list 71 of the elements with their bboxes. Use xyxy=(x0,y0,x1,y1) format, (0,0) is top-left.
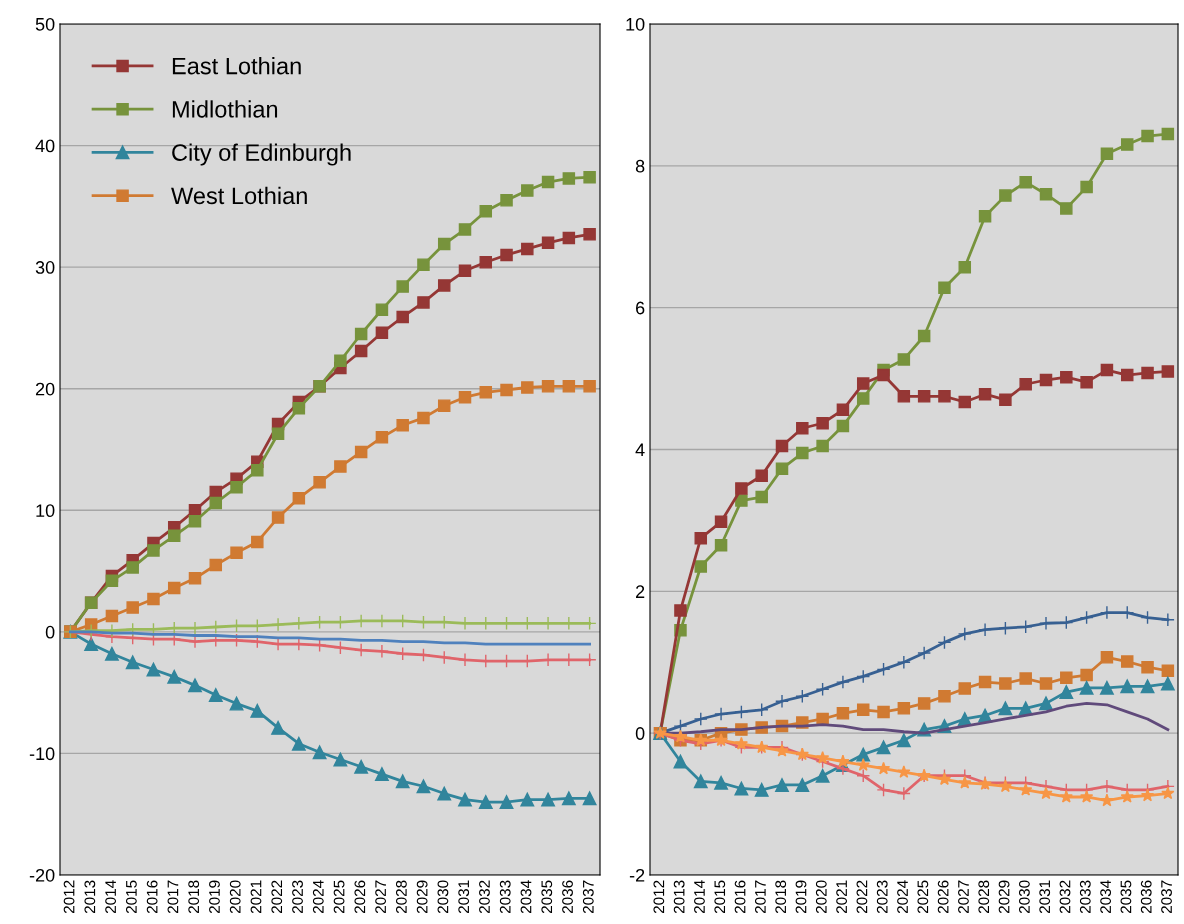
x-tick-label: 2019 xyxy=(209,880,220,914)
x-tick-label: 2012 xyxy=(63,880,75,914)
x-tick-label: 2021 xyxy=(836,880,848,914)
x-tick-label: 2034 xyxy=(1100,880,1112,914)
x-tick-label: 2018 xyxy=(188,880,200,914)
x-tick-label: 2033 xyxy=(1079,880,1091,914)
x-tick-label: 2017 xyxy=(754,880,766,914)
x-tick-label: 2027 xyxy=(375,880,387,914)
y-tick-label: 4 xyxy=(635,443,645,457)
x-tick-label: 2020 xyxy=(229,880,241,914)
x-tick-label: 2024 xyxy=(897,880,908,914)
y-tick-label: 30 xyxy=(35,261,55,274)
x-tick-label: 2031 xyxy=(458,880,470,914)
x-tick-label: 2016 xyxy=(146,880,158,914)
x-tick-label: 2036 xyxy=(562,880,573,914)
x-tick-label: 2013 xyxy=(84,880,96,914)
x-tick-label: 2028 xyxy=(395,880,407,914)
x-tick-label: 2037 xyxy=(582,880,594,914)
x-tick-label: 2032 xyxy=(479,880,490,914)
y-tick-label: 0 xyxy=(45,625,55,639)
x-tick-label: 2022 xyxy=(271,880,283,914)
x-tick-label: 2027 xyxy=(958,880,969,914)
y-tick-label: 2 xyxy=(636,585,645,598)
x-tick-label: 2025 xyxy=(917,880,929,914)
y-tick-label: -20 xyxy=(29,868,55,882)
x-tick-label: 2033 xyxy=(499,880,511,914)
x-tick-label: 2036 xyxy=(1140,880,1152,914)
x-tick-label: 2035 xyxy=(541,880,553,914)
x-tick-label: 2026 xyxy=(937,880,949,914)
y-tick-label: 40 xyxy=(35,139,55,153)
x-tick-label: 2029 xyxy=(998,880,1010,914)
x-tick-label: 2023 xyxy=(292,880,303,914)
x-tick-label: 2028 xyxy=(978,880,990,914)
x-tick-label: 2016 xyxy=(734,880,746,914)
legend-label: West Lothian xyxy=(171,186,307,205)
x-tick-label: 2014 xyxy=(694,880,705,914)
y-tick-label: 20 xyxy=(35,382,55,396)
x-tick-label: 2015 xyxy=(125,880,137,914)
x-tick-label: 2032 xyxy=(1059,880,1071,914)
x-tick-label: 2015 xyxy=(714,880,726,914)
x-tick-label: 2024 xyxy=(312,880,324,914)
y-tick-label: -10 xyxy=(29,747,55,761)
x-tick-label: 2035 xyxy=(1120,880,1132,914)
x-tick-label: 2012 xyxy=(653,880,665,914)
x-tick-label: 2020 xyxy=(815,880,827,914)
y-tick-label: 6 xyxy=(636,301,645,315)
y-tick-label: 50 xyxy=(35,17,55,31)
x-tick-label: 2019 xyxy=(795,880,807,914)
x-tick-label: 2017 xyxy=(167,880,179,914)
x-tick-label: 2030 xyxy=(1018,880,1030,914)
x-tick-label: 2031 xyxy=(1039,880,1051,914)
legend-label: Midlothian xyxy=(172,100,278,118)
legend-label: City of Edinburgh xyxy=(172,143,351,166)
x-tick-label: 2026 xyxy=(354,880,366,914)
x-tick-label: 2034 xyxy=(520,880,532,914)
x-tick-label: 2018 xyxy=(775,880,787,914)
legend-label: East Lothian xyxy=(172,57,301,75)
y-tick-label: 0 xyxy=(635,727,645,740)
x-tick-label: 2025 xyxy=(333,880,345,914)
x-tick-label: 2013 xyxy=(673,880,685,914)
y-tick-label: 10 xyxy=(36,504,55,518)
x-tick-label: 2023 xyxy=(876,880,888,914)
y-tick-label: 10 xyxy=(626,17,645,31)
x-tick-label: 2030 xyxy=(437,880,449,914)
x-tick-label: 2021 xyxy=(250,880,262,914)
x-tick-label: 2014 xyxy=(105,880,117,914)
y-tick-label: 8 xyxy=(635,159,645,173)
x-tick-label: 2037 xyxy=(1161,880,1172,914)
x-tick-label: 2029 xyxy=(416,880,428,914)
x-tick-label: 2022 xyxy=(856,880,868,914)
y-tick-label: -2 xyxy=(629,868,645,882)
